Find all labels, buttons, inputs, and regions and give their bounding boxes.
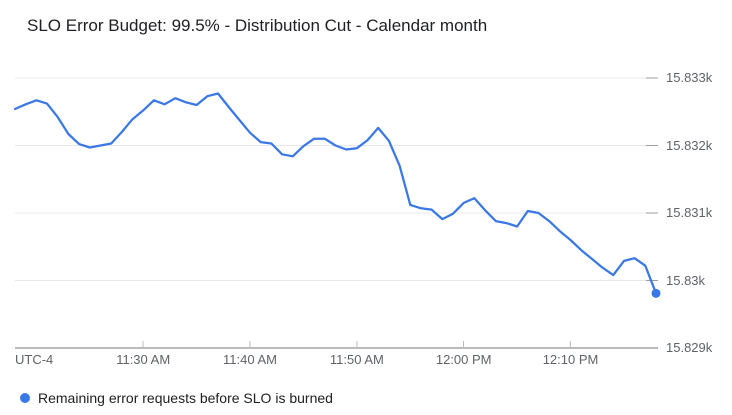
x-axis-label: 12:00 PM <box>435 352 492 367</box>
y-axis-label: 15.83k <box>666 272 706 288</box>
utc-offset-label: UTC-4 <box>15 352 54 367</box>
x-axis-label: 12:10 PM <box>542 352 599 367</box>
y-axis-label: 15.833k <box>666 70 713 85</box>
legend: Remaining error requests before SLO is b… <box>20 389 333 406</box>
x-axis-label: 11:30 AM <box>116 352 171 367</box>
y-axis-label: 15.831k <box>666 205 713 220</box>
error-budget-line[interactable] <box>13 92 658 295</box>
y-axis-label: 15.832k <box>666 137 713 153</box>
x-axis-label: 11:40 AM <box>223 352 278 367</box>
legend-series-dot-icon <box>20 392 30 403</box>
x-axis-label: 11:50 AM <box>329 352 384 367</box>
chart-title: SLO Error Budget: 99.5% - Distribution C… <box>27 16 488 35</box>
y-axis-label: 15.829k <box>666 340 713 355</box>
legend-series-label: Remaining error requests before SLO is b… <box>38 389 333 406</box>
latest-point-dot[interactable] <box>651 288 661 298</box>
